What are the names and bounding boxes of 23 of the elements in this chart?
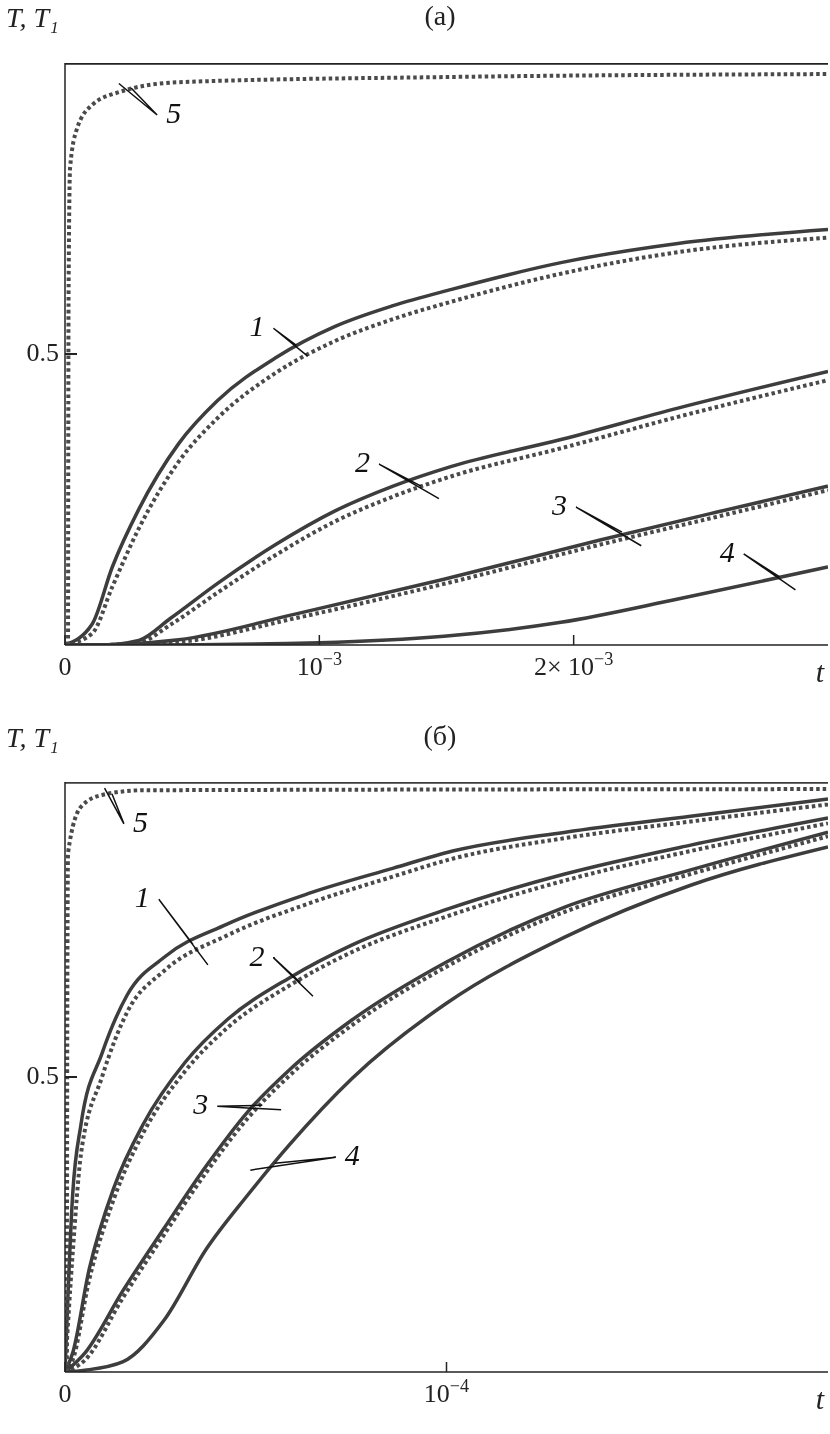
chart-title: (б): [423, 720, 457, 751]
x-axis-title: t: [815, 1382, 824, 1416]
x-tick-label: 2× 10$^{−3}$: [533, 649, 614, 681]
x-tick-label: 10$^{−4}$: [423, 1376, 470, 1408]
y-axis-title: T, T₁: [6, 2, 59, 34]
annotation: 2: [355, 445, 371, 479]
annotation: 4: [719, 534, 735, 568]
annotation: 3: [550, 488, 567, 522]
x-tick-label: 0: [58, 1379, 72, 1408]
annotation: 1: [249, 309, 265, 343]
text: 0.5: [26, 1061, 59, 1091]
annotation: 2: [249, 938, 265, 972]
annotation: 5: [166, 96, 182, 130]
y-axis-title: T, T₁: [6, 722, 59, 754]
annotation: 3: [192, 1087, 209, 1121]
x-axis-title: t: [815, 655, 824, 689]
x-tick-label: 10$^{−3}$: [296, 649, 343, 681]
annotation: 5: [132, 804, 148, 838]
annotation: 1: [134, 880, 150, 914]
text: 0.5: [26, 338, 59, 368]
x-tick-label: 0: [58, 652, 72, 681]
annotation: 4: [344, 1138, 360, 1172]
chart-title: (а): [424, 0, 456, 31]
